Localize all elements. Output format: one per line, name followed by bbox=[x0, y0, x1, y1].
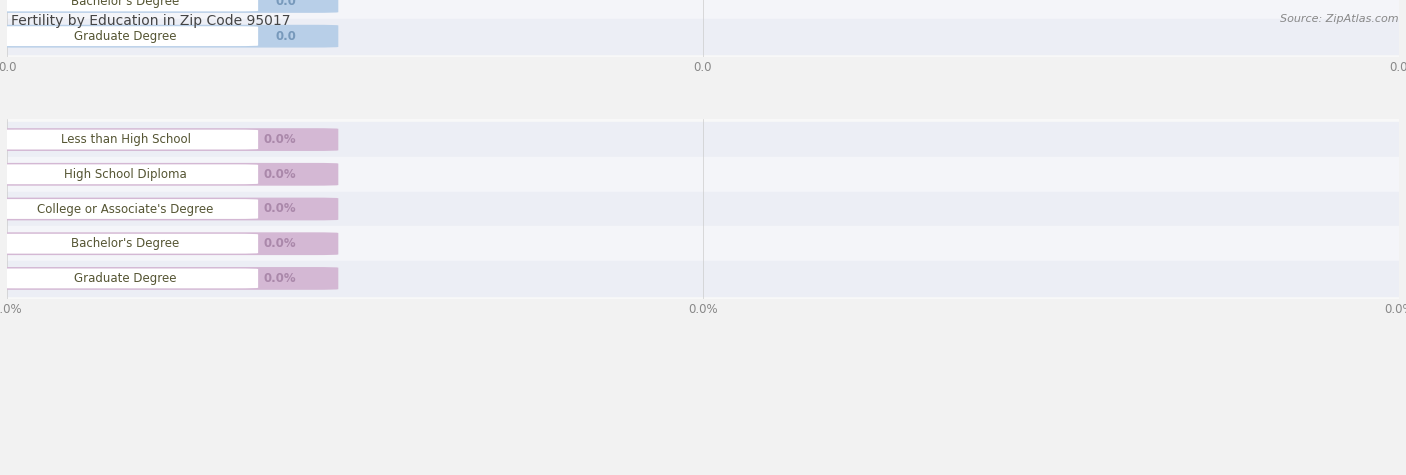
FancyBboxPatch shape bbox=[0, 163, 339, 186]
Text: Source: ZipAtlas.com: Source: ZipAtlas.com bbox=[1281, 14, 1399, 24]
Text: 0.0: 0.0 bbox=[276, 0, 297, 8]
Bar bbox=[7, 227, 1399, 261]
FancyBboxPatch shape bbox=[0, 26, 259, 46]
Bar bbox=[7, 0, 1399, 19]
FancyBboxPatch shape bbox=[0, 268, 259, 288]
Text: High School Diploma: High School Diploma bbox=[65, 168, 187, 181]
Text: College or Associate's Degree: College or Associate's Degree bbox=[38, 202, 214, 216]
FancyBboxPatch shape bbox=[0, 0, 339, 13]
FancyBboxPatch shape bbox=[0, 199, 259, 219]
FancyBboxPatch shape bbox=[0, 0, 259, 11]
Text: 0.0%: 0.0% bbox=[264, 168, 297, 181]
Text: 0.0%: 0.0% bbox=[264, 133, 297, 146]
Text: 0.0%: 0.0% bbox=[264, 202, 297, 216]
Text: Graduate Degree: Graduate Degree bbox=[75, 272, 177, 285]
Text: Bachelor's Degree: Bachelor's Degree bbox=[72, 0, 180, 8]
FancyBboxPatch shape bbox=[0, 130, 259, 150]
Text: Graduate Degree: Graduate Degree bbox=[75, 29, 177, 43]
Text: 0.0%: 0.0% bbox=[264, 272, 297, 285]
Text: Fertility by Education in Zip Code 95017: Fertility by Education in Zip Code 95017 bbox=[11, 14, 291, 28]
Bar bbox=[7, 157, 1399, 191]
Text: 0.0%: 0.0% bbox=[264, 237, 297, 250]
FancyBboxPatch shape bbox=[0, 128, 339, 151]
Bar bbox=[7, 122, 1399, 157]
FancyBboxPatch shape bbox=[0, 198, 339, 220]
FancyBboxPatch shape bbox=[0, 25, 339, 48]
FancyBboxPatch shape bbox=[0, 267, 339, 290]
FancyBboxPatch shape bbox=[0, 164, 259, 184]
Text: Less than High School: Less than High School bbox=[60, 133, 191, 146]
FancyBboxPatch shape bbox=[0, 232, 339, 255]
Text: 0.0: 0.0 bbox=[276, 29, 297, 43]
Text: Bachelor's Degree: Bachelor's Degree bbox=[72, 237, 180, 250]
Bar bbox=[7, 191, 1399, 227]
FancyBboxPatch shape bbox=[0, 234, 259, 254]
Bar bbox=[7, 19, 1399, 54]
Bar bbox=[7, 261, 1399, 296]
